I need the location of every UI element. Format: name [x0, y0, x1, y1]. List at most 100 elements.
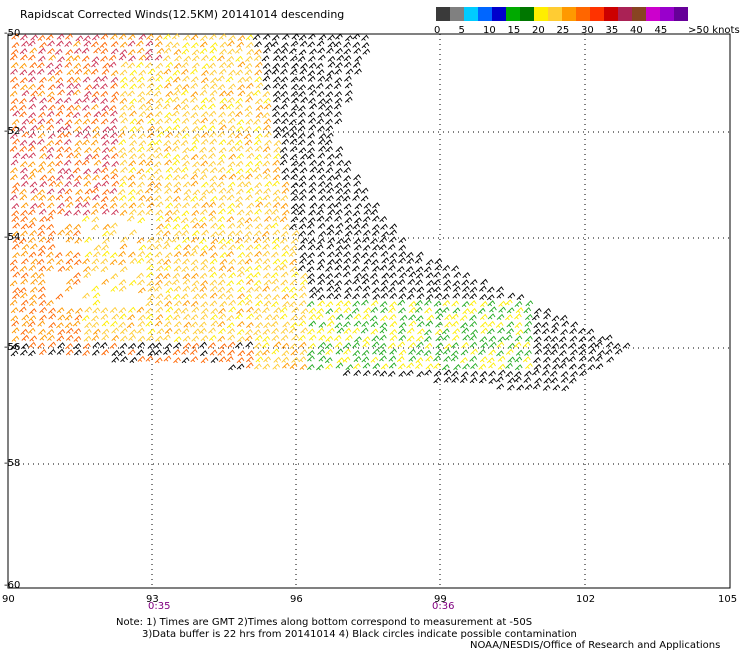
wind-barb: [72, 89, 81, 96]
wind-barb: [181, 223, 190, 230]
wind-barb: [210, 231, 219, 238]
wind-barb: [109, 125, 117, 132]
wind-barb: [20, 180, 29, 187]
wind-barb: [326, 229, 335, 236]
wind-barb: [56, 335, 65, 342]
wind-barb: [263, 293, 272, 300]
wind-barb: [308, 187, 317, 194]
wind-barb: [443, 285, 452, 292]
wind-barb: [298, 285, 307, 292]
wind-barb: [153, 146, 162, 153]
wind-barb: [57, 187, 66, 194]
wind-barb: [36, 272, 45, 279]
wind-barb: [289, 245, 298, 252]
wind-barb: [370, 356, 379, 363]
wind-barb: [525, 300, 534, 307]
wind-barb: [533, 336, 542, 343]
wind-barb: [136, 168, 145, 175]
colorbar-swatch: [520, 7, 534, 21]
wind-barb: [281, 342, 290, 349]
wind-barb: [199, 341, 207, 348]
wind-barb: [64, 314, 73, 321]
wind-barb: [246, 202, 255, 209]
wind-barb: [336, 159, 345, 166]
wind-barb: [147, 68, 156, 75]
wind-barb: [120, 117, 129, 124]
wind-barb: [208, 201, 217, 208]
wind-barb: [102, 188, 110, 195]
wind-barb: [154, 251, 163, 258]
wind-barb: [109, 306, 118, 313]
wind-barb: [236, 328, 245, 335]
wind-barb: [108, 146, 117, 153]
wind-barb: [317, 203, 326, 210]
wind-barb: [155, 62, 164, 69]
wind-barb: [146, 202, 155, 209]
wind-barb: [317, 125, 325, 132]
wind-barb: [425, 293, 434, 300]
wind-barb: [272, 62, 281, 69]
wind-barb: [254, 196, 263, 203]
wind-barb: [145, 160, 154, 167]
wind-barb: [235, 313, 243, 320]
wind-barb: [174, 132, 183, 139]
wind-barb: [90, 68, 99, 75]
wind-barb: [147, 243, 155, 250]
wind-barb: [451, 376, 459, 383]
wind-barb: [271, 314, 280, 321]
wind-barb: [73, 272, 81, 279]
wind-barb: [460, 371, 469, 378]
wind-barb: [36, 84, 45, 91]
wind-barb: [66, 76, 75, 83]
wind-barb: [81, 159, 90, 166]
wind-barb: [280, 271, 289, 278]
wind-barb: [273, 96, 281, 103]
wind-barb: [21, 40, 29, 47]
wind-barb: [73, 181, 81, 188]
wind-barb: [514, 364, 523, 371]
wind-barb: [263, 153, 272, 160]
wind-barb: [307, 84, 316, 91]
wind-barb: [48, 230, 56, 237]
wind-barb: [109, 202, 118, 209]
wind-barb: [93, 159, 102, 166]
wind-barb: [334, 97, 343, 104]
wind-barb: [66, 104, 75, 111]
wind-barb: [191, 104, 200, 111]
wind-barb: [56, 33, 65, 40]
wind-barb: [244, 293, 253, 300]
wind-barb: [173, 48, 182, 55]
wind-barb: [127, 195, 136, 202]
wind-barb: [235, 230, 243, 237]
wind-barb: [57, 314, 66, 321]
wind-barb: [127, 174, 136, 181]
wind-barb: [309, 89, 317, 96]
wind-barb: [289, 265, 298, 272]
wind-barb: [298, 111, 306, 118]
wind-barb: [81, 47, 90, 54]
wind-barb: [29, 229, 37, 236]
wind-barb: [326, 153, 335, 160]
wind-barb: [155, 174, 164, 181]
wind-barb: [19, 194, 28, 201]
wind-barb: [505, 370, 514, 377]
wind-barb: [154, 182, 162, 189]
wind-barb: [12, 182, 20, 189]
wind-barb: [543, 335, 552, 342]
wind-barb: [21, 258, 29, 265]
wind-barb: [38, 286, 46, 293]
wind-barb: [452, 328, 460, 335]
wind-barb: [597, 350, 605, 357]
wind-barb: [237, 76, 246, 83]
wind-barb: [300, 153, 308, 160]
wind-barb: [380, 285, 389, 292]
wind-barb: [316, 90, 325, 97]
wind-barb: [307, 75, 316, 82]
note-line-2: 3)Data buffer is 22 hrs from 20141014 4)…: [142, 629, 577, 640]
wind-barb: [199, 222, 207, 229]
wind-barb: [343, 342, 352, 349]
time-label-1: 0:35: [148, 601, 171, 612]
wind-barb: [66, 152, 74, 159]
wind-barb: [271, 327, 279, 334]
